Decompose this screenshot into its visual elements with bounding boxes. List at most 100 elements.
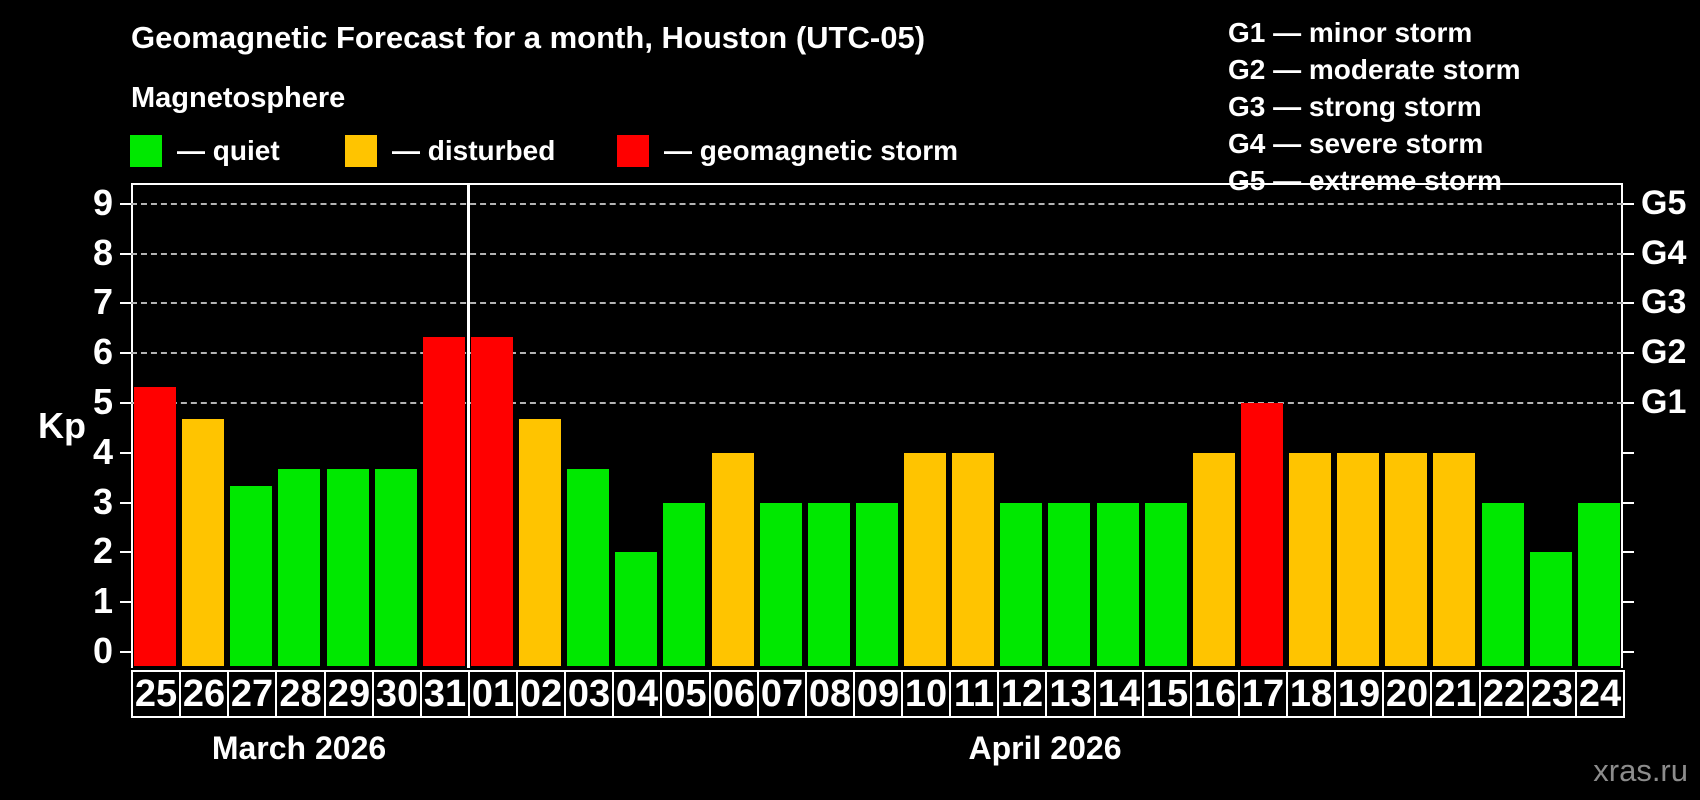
day-cell-21: 21 (1430, 670, 1481, 718)
y-tick-left-7 (120, 302, 131, 304)
bar-day-13 (1048, 503, 1090, 666)
day-cell-03: 03 (564, 670, 614, 718)
y-tick-right-9 (1623, 203, 1634, 205)
day-cell-22: 22 (1479, 670, 1529, 718)
day-cell-11: 11 (949, 670, 999, 718)
bar-day-23 (1530, 552, 1572, 666)
legend-label-disturbed: — disturbed (392, 135, 556, 166)
bar-day-31 (423, 337, 465, 666)
y-tick-label-8: 8 (92, 232, 113, 273)
y-tick-left-5 (120, 402, 131, 404)
bar-day-26 (182, 419, 224, 666)
y-tick-right-4 (1623, 452, 1634, 454)
g-legend-line-g4: G4 — severe storm (1228, 128, 1484, 159)
bar-day-27 (230, 486, 272, 666)
bar-day-04 (615, 552, 657, 666)
y-tick-label-9: 9 (92, 182, 113, 223)
bar-day-22 (1482, 503, 1524, 666)
bar-day-24 (1578, 503, 1620, 666)
y-tick-right-5 (1623, 402, 1634, 404)
plot-area (131, 183, 1623, 668)
month-separator-line (467, 185, 470, 668)
day-cell-30: 30 (372, 670, 422, 718)
legend-item-quiet: — quiet (130, 134, 280, 168)
month-label-1: April 2026 (968, 730, 1122, 766)
day-cell-27: 27 (227, 670, 277, 718)
y-tick-right-3 (1623, 502, 1634, 504)
y-tick-label-4: 4 (92, 431, 113, 472)
storm-swatch (617, 135, 649, 167)
day-cell-01: 01 (468, 670, 518, 718)
y-tick-left-2 (120, 551, 131, 553)
y-tick-label-6: 6 (92, 331, 113, 372)
y-tick-right-7 (1623, 302, 1634, 304)
day-cell-18: 18 (1286, 670, 1336, 718)
y-tick-label-5: 5 (92, 381, 113, 422)
g-level-label-g2: G2 (1641, 333, 1687, 371)
day-cell-28: 28 (275, 670, 326, 718)
g-legend-line-g5: G5 — extreme storm (1228, 165, 1502, 196)
legend-item-disturbed: — disturbed (345, 134, 555, 168)
g-legend-line-g3: G3 — strong storm (1228, 91, 1482, 122)
bar-day-20 (1385, 453, 1427, 666)
day-cell-12: 12 (997, 670, 1047, 718)
y-tick-left-4 (120, 452, 131, 454)
legend-label-quiet: — quiet (177, 135, 280, 166)
day-cell-16: 16 (1190, 670, 1240, 718)
bar-day-30 (375, 469, 417, 666)
bar-day-05 (663, 503, 705, 666)
day-cell-13: 13 (1045, 670, 1096, 718)
watermark: xras.ru (1593, 753, 1688, 788)
bar-day-18 (1289, 453, 1331, 666)
gridline-kp5 (131, 402, 1623, 404)
bar-day-08 (808, 503, 850, 666)
day-cell-10: 10 (901, 670, 951, 718)
y-tick-label-1: 1 (92, 580, 113, 621)
bar-day-17 (1241, 403, 1283, 666)
day-cell-04: 04 (612, 670, 662, 718)
bar-day-14 (1097, 503, 1139, 666)
chart-title: Geomagnetic Forecast for a month, Housto… (131, 20, 926, 55)
day-cell-26: 26 (179, 670, 229, 718)
bar-day-09 (856, 503, 898, 666)
day-cell-25: 25 (131, 670, 181, 718)
bar-day-01 (471, 337, 513, 666)
bar-day-06 (712, 453, 754, 666)
g-level-label-g1: G1 (1641, 383, 1687, 421)
bar-day-02 (519, 419, 561, 666)
y-tick-left-0 (120, 651, 131, 653)
day-cell-15: 15 (1142, 670, 1192, 718)
bar-day-10 (904, 453, 946, 666)
g-level-label-g4: G4 (1641, 234, 1687, 272)
g-level-label-g5: G5 (1641, 184, 1687, 222)
day-cell-07: 07 (757, 670, 807, 718)
y-tick-left-1 (120, 601, 131, 603)
y-axis-title: Kp (38, 405, 86, 446)
y-tick-left-8 (120, 253, 131, 255)
bar-day-07 (760, 503, 802, 666)
y-tick-label-7: 7 (92, 281, 113, 322)
day-cell-29: 29 (324, 670, 374, 718)
day-cell-08: 08 (805, 670, 855, 718)
day-cell-24: 24 (1575, 670, 1625, 718)
disturbed-swatch (345, 135, 377, 167)
bar-day-28 (278, 469, 320, 666)
y-tick-label-3: 3 (92, 481, 113, 522)
g-scale-legend: G1 — minor storm G2 — moderate storm G3 … (1228, 14, 1521, 199)
gridline-kp8 (131, 252, 1623, 255)
gridline-kp9 (131, 202, 1623, 205)
day-cell-17: 17 (1238, 670, 1288, 718)
y-tick-right-0 (1623, 651, 1634, 653)
day-cell-02: 02 (516, 670, 566, 718)
y-tick-label-0: 0 (92, 630, 113, 671)
day-cell-09: 09 (853, 670, 903, 718)
g-legend-line-g2: G2 — moderate storm (1228, 54, 1521, 85)
day-cell-06: 06 (709, 670, 759, 718)
y-tick-right-2 (1623, 551, 1634, 553)
bar-day-25 (134, 387, 176, 666)
g-level-label-g3: G3 (1641, 283, 1687, 321)
bar-day-11 (952, 453, 994, 666)
g-legend-line-g1: G1 — minor storm (1228, 17, 1473, 48)
day-cell-05: 05 (660, 670, 711, 718)
y-tick-right-6 (1623, 352, 1634, 354)
